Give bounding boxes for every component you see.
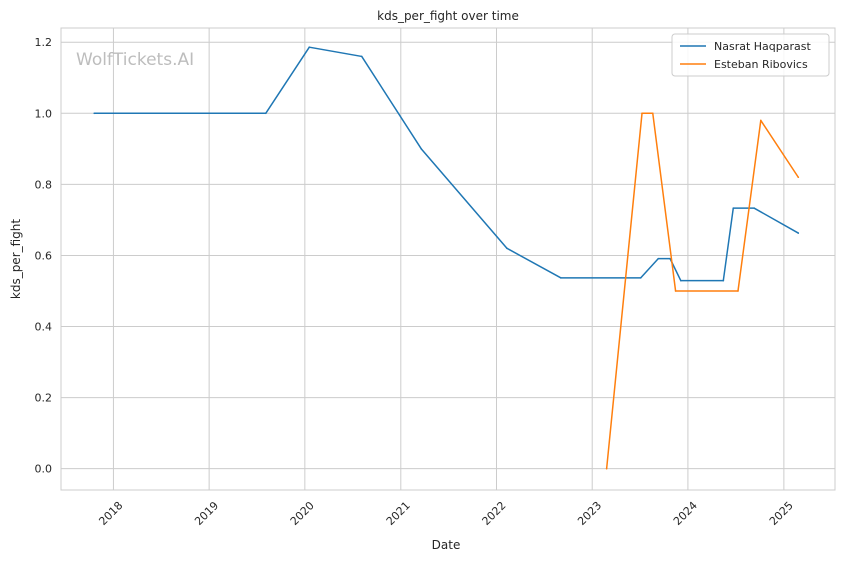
chart-title: kds_per_fight over time [377,9,519,23]
y-tick-label: 0.6 [35,249,53,262]
data-point-esteban-ribovics [605,467,608,470]
watermark: WolfTickets.AI [76,50,194,70]
data-point-nasrat-haqparast [420,148,423,150]
data-point-esteban-ribovics [797,176,800,179]
y-tick-label: 0.4 [35,321,53,334]
data-point-nasrat-haqparast [559,277,562,279]
y-axis-label: kds_per_fight [9,219,23,300]
data-point-nasrat-haqparast [360,55,363,58]
series-layer [93,46,800,470]
y-tick-label: 1.2 [35,36,53,49]
data-point-nasrat-haqparast [639,277,642,279]
data-point-nasrat-haqparast [732,207,735,209]
legend-label-nasrat-haqparast: Nasrat Haqparast [714,40,811,53]
data-point-nasrat-haqparast [669,257,671,260]
data-point-nasrat-haqparast [657,257,660,260]
data-point-nasrat-haqparast [93,112,96,115]
data-point-nasrat-haqparast [506,247,508,250]
plot-area [60,27,836,491]
data-point-nasrat-haqparast [753,207,756,209]
data-point-nasrat-haqparast [797,232,800,234]
data-point-nasrat-haqparast [680,279,682,282]
data-point-nasrat-haqparast [308,46,311,48]
data-point-esteban-ribovics [674,290,677,292]
data-point-esteban-ribovics [651,112,654,115]
legend-label-esteban-ribovics: Esteban Ribovics [714,58,808,71]
data-point-esteban-ribovics [737,290,739,292]
y-axis-ticks: 0.0 0.2 0.4 0.6 0.8 1.0 1.2 [35,36,53,475]
y-tick-label: 1.0 [35,107,53,120]
y-tick-label: 0.2 [35,392,53,405]
data-point-nasrat-haqparast [722,279,725,282]
legend: Nasrat Haqparast Esteban Ribovics [671,33,830,77]
y-tick-label: 0.0 [35,463,53,476]
y-tick-label: 0.8 [35,178,53,191]
legend-box [671,33,830,77]
data-point-esteban-ribovics [641,112,643,115]
data-point-esteban-ribovics [759,119,762,122]
x-axis-label: Date [432,538,461,552]
grid [61,28,835,490]
data-point-nasrat-haqparast [264,112,267,115]
